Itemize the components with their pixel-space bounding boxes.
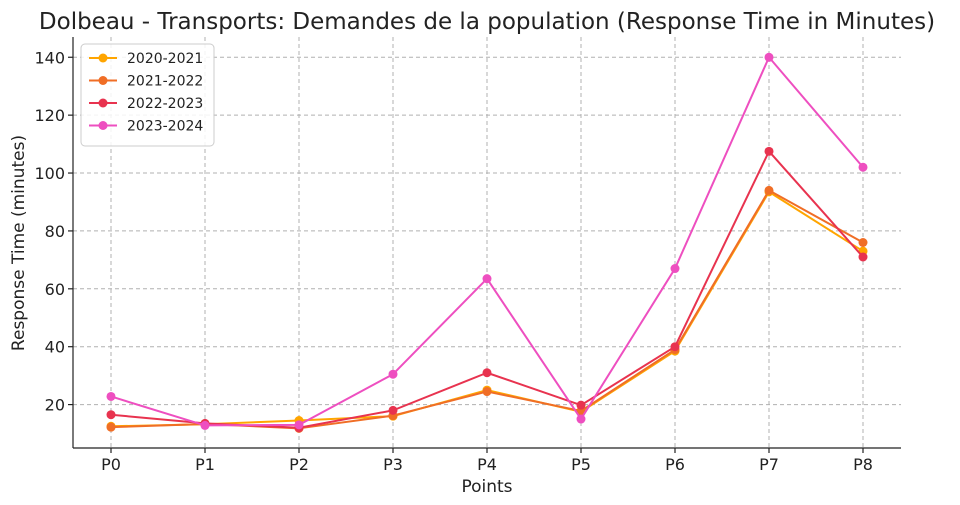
legend-item: 2020-2021 bbox=[89, 51, 203, 67]
legend-item: 2022-2023 bbox=[89, 96, 203, 112]
legend-label: 2020-2021 bbox=[127, 51, 203, 67]
data-point bbox=[482, 387, 492, 397]
x-tick-label: P6 bbox=[665, 455, 685, 474]
legend-swatch-marker bbox=[98, 121, 108, 130]
y-tick-label: 140 bbox=[34, 48, 65, 67]
data-point bbox=[388, 369, 398, 379]
legend-label: 2022-2023 bbox=[127, 96, 203, 112]
y-tick-label: 100 bbox=[34, 164, 65, 183]
data-point bbox=[576, 400, 586, 410]
data-point bbox=[858, 162, 868, 172]
data-point bbox=[106, 410, 116, 420]
legend-item: 2021-2022 bbox=[89, 74, 203, 90]
data-point bbox=[576, 414, 586, 424]
data-point bbox=[670, 342, 680, 352]
data-point bbox=[764, 52, 774, 62]
y-tick-label: 120 bbox=[34, 106, 65, 125]
x-tick-label: P5 bbox=[571, 455, 591, 474]
legend-item: 2023-2024 bbox=[89, 119, 203, 135]
chart-title: Dolbeau - Transports: Demandes de la pop… bbox=[39, 9, 935, 35]
x-tick-label: P1 bbox=[195, 455, 215, 474]
data-point bbox=[670, 264, 680, 274]
legend-box bbox=[80, 43, 215, 147]
x-axis-label: Points bbox=[461, 477, 512, 497]
y-tick-label: 60 bbox=[45, 280, 65, 299]
data-point bbox=[106, 391, 116, 401]
legend: 2020-2021 2021-2022 2022-2023 2023-2024 bbox=[80, 43, 215, 147]
legend-swatch-marker bbox=[98, 98, 108, 108]
x-tick-label: P4 bbox=[477, 455, 497, 474]
legend-label: 2021-2022 bbox=[127, 74, 203, 90]
legend-swatch-marker bbox=[98, 53, 108, 63]
x-tick-label: P3 bbox=[383, 455, 403, 474]
data-point bbox=[858, 252, 868, 262]
legend-swatch-marker bbox=[98, 76, 108, 85]
data-point bbox=[764, 185, 774, 195]
data-point bbox=[200, 420, 210, 430]
x-tick-label: P7 bbox=[759, 455, 779, 474]
axes: P0 P1 P2 P3 P4 P5 P6 P7 P8 20 40 60 80 100 120 140 bbox=[34, 37, 901, 474]
data-point bbox=[106, 422, 116, 432]
data-point bbox=[294, 420, 304, 430]
y-tick-label: 80 bbox=[45, 222, 65, 241]
legend-label: 2023-2024 bbox=[127, 119, 203, 135]
data-point bbox=[482, 274, 492, 284]
data-point bbox=[858, 238, 868, 247]
series-2023-2024 bbox=[106, 52, 868, 430]
data-point bbox=[388, 405, 398, 415]
data-point bbox=[482, 368, 492, 378]
x-tick-label: P8 bbox=[853, 455, 873, 474]
y-axis-label: Response Time (minutes) bbox=[9, 135, 29, 351]
x-tick-label: P0 bbox=[101, 455, 121, 474]
y-tick-label: 20 bbox=[45, 396, 65, 415]
series-layer bbox=[106, 52, 868, 433]
grid bbox=[73, 37, 901, 448]
y-tick-label: 40 bbox=[45, 338, 65, 357]
x-tick-label: P2 bbox=[289, 455, 309, 474]
data-point bbox=[764, 146, 774, 156]
